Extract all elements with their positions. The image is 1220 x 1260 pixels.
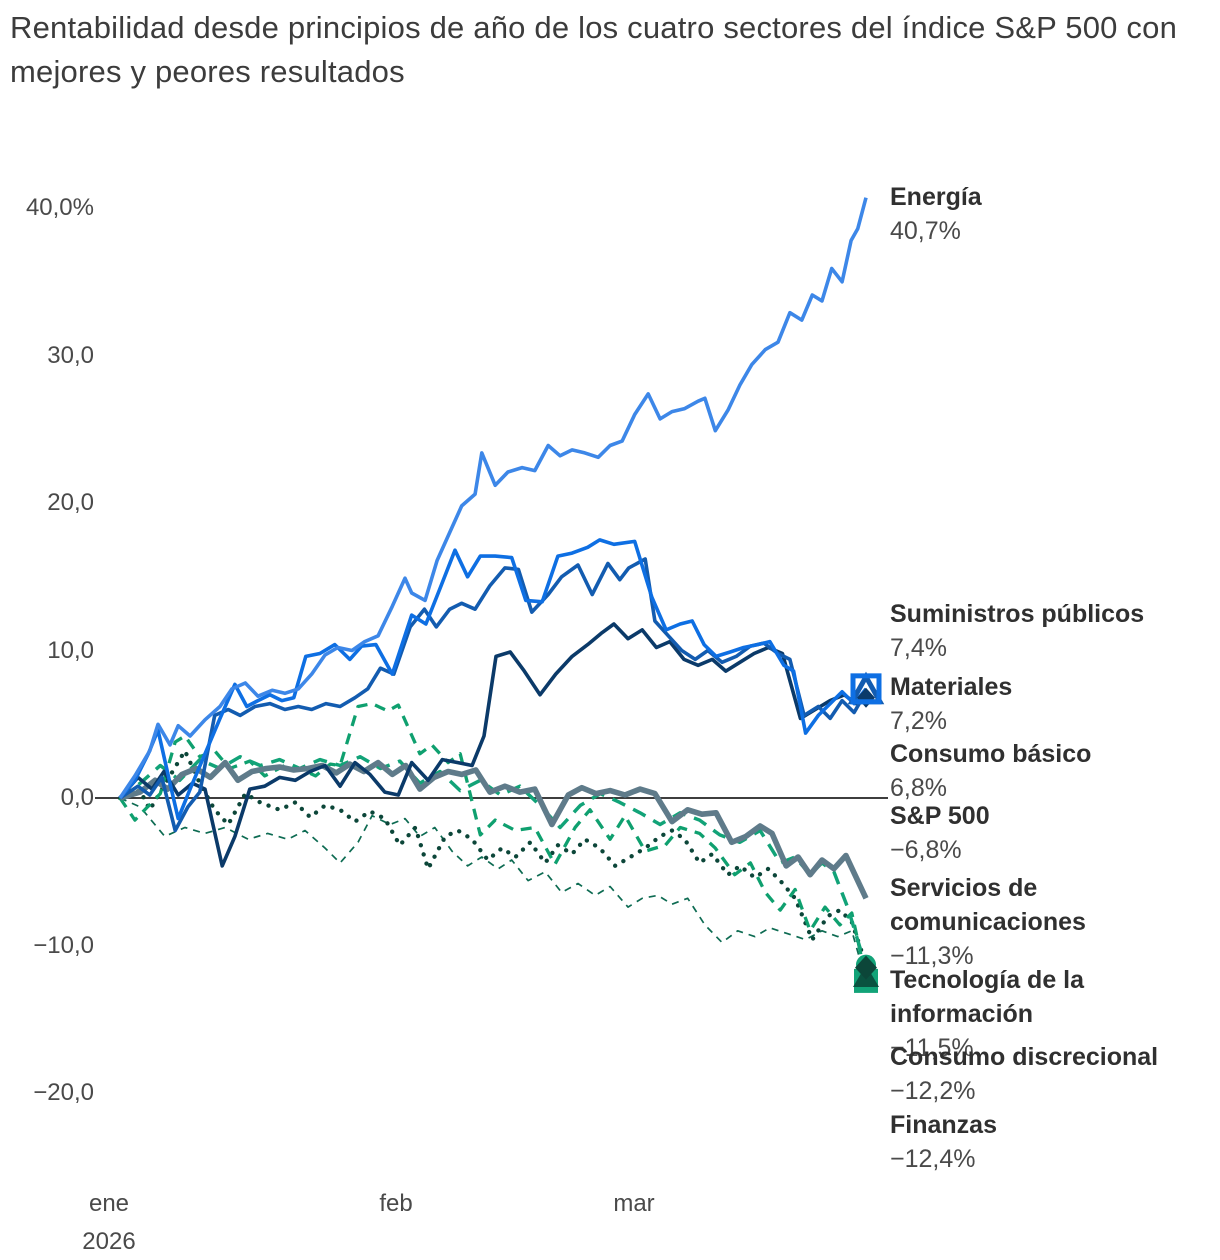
series-line-sp500 [119, 759, 869, 900]
annotation-series-value: 40,7% [890, 217, 961, 245]
annotation-series-name: Consumo básico [890, 740, 1092, 768]
x-axis-label: feb [379, 1190, 413, 1217]
annotation-series-value: 6,8% [890, 774, 947, 802]
annotation-series-value: −11,5% [890, 1034, 974, 1062]
annotation-series-name: comunicaciones [890, 908, 1086, 936]
end-marker-tecnologia [855, 955, 877, 980]
series-line-servicios [117, 748, 869, 967]
x-axis-label: ene [88, 1190, 130, 1217]
annotation-series-name: Tecnología de la [890, 966, 1085, 994]
annotation-series-name: Suministros públicos [890, 600, 1145, 628]
annotation-energia: Energía 40,7% [890, 180, 982, 248]
annotation-series-value: −12,4% [890, 1145, 976, 1173]
y-axis-label: −10,0 [33, 931, 94, 959]
annotation-tecnologia: Tecnología de la información −11,5% [890, 963, 1084, 1065]
annotation-materiales: Materiales 7,2% [890, 670, 1012, 738]
annotation-series-value: −11,3% [890, 942, 974, 970]
annotation-series-name: Energía [890, 183, 982, 211]
series-line-discrecional [118, 701, 868, 979]
chart-title: Rentabilidad desde principios de año de … [10, 10, 1178, 90]
annotation-series-value: 7,2% [890, 707, 947, 735]
x-axis-year-label: 2026 [82, 1228, 136, 1255]
annotation-suministros: Suministros públicos 7,4% [890, 597, 1144, 665]
y-axis-label: 30,0 [47, 341, 94, 369]
annotation-finanzas: Finanzas −12,4% [890, 1108, 997, 1176]
y-axis-label: 20,0 [47, 489, 94, 516]
x-axis-label: mar [613, 1190, 655, 1217]
annotation-series-value: −12,2% [890, 1077, 976, 1105]
y-axis-label: −20,0 [33, 1079, 94, 1106]
annotation-series-name: Materiales [890, 673, 1013, 701]
annotation-series-name: información [890, 1000, 1034, 1028]
y-axis-label: 10,0 [47, 636, 94, 664]
annotation-servicios: Servicios de comunicaciones −11,3% [890, 871, 1086, 973]
annotation-series-name: S&P 500 [890, 802, 990, 830]
y-axis-label: 0,0 [60, 784, 94, 811]
y-axis-label: 40,0% [25, 194, 94, 221]
series-line-energia [118, 197, 868, 800]
series-line-finanzas [119, 797, 867, 982]
annotation-series-name: Consumo discrecional [890, 1043, 1159, 1071]
series-line-consumo_basico [118, 622, 867, 868]
annotation-consumo_basico: Consumo básico 6,8% [890, 737, 1091, 805]
annotation-sp500: S&P 500 −6,8% [890, 799, 990, 867]
annotation-series-value: −6,8% [890, 836, 962, 864]
annotation-series-name: Servicios de [890, 874, 1038, 902]
annotation-series-value: 7,4% [890, 634, 947, 662]
annotation-series-name: Finanzas [890, 1111, 997, 1139]
end-marker-suministros [850, 673, 882, 705]
annotation-discrecional: Consumo discrecional −12,2% [890, 1040, 1158, 1108]
